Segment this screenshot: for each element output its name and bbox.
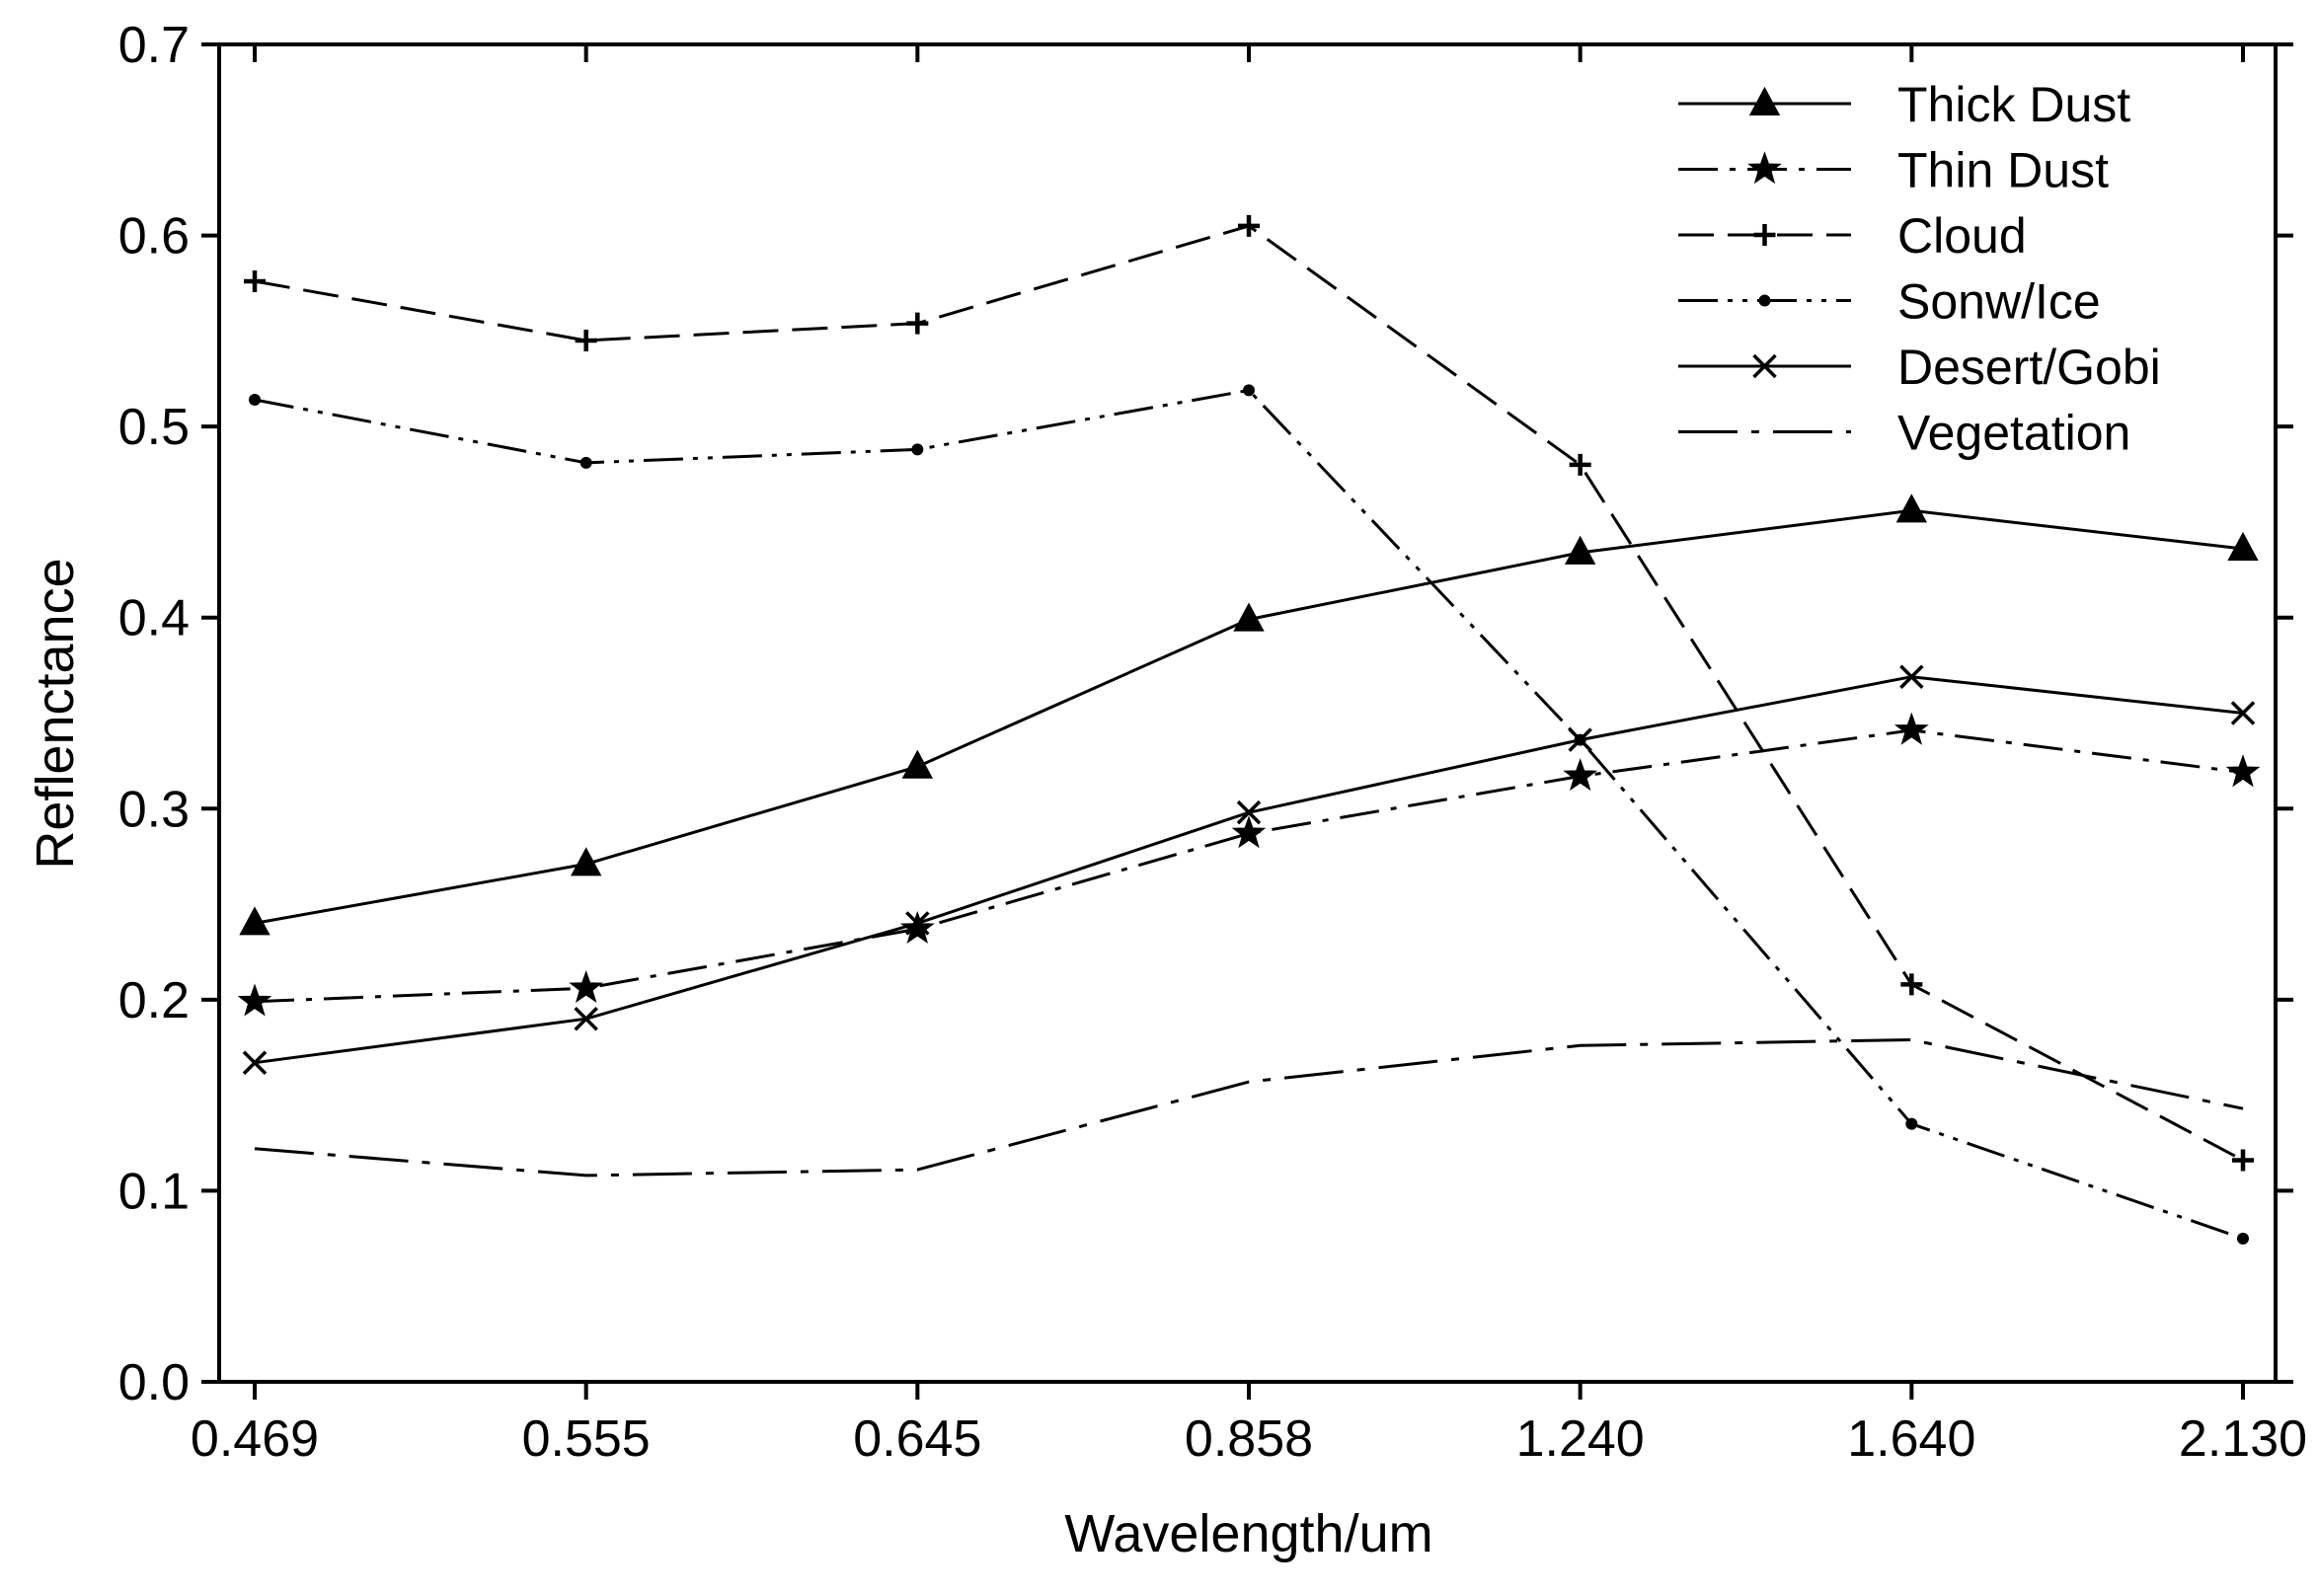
series-line-vegetation	[254, 1038, 2244, 1178]
data-point-thick-dust	[901, 749, 934, 779]
data-point-desert-gobi	[1236, 799, 1262, 825]
y-tick-label: 0.6	[118, 208, 190, 266]
data-point-thin-dust	[2225, 754, 2261, 788]
series-desert-gobi	[242, 664, 2256, 1075]
y-tick-label: 0.7	[118, 17, 190, 74]
series-thick-dust	[239, 494, 2259, 936]
legend-label: Desert/Gobi	[1897, 340, 2161, 395]
data-point-sonw-ice	[2237, 1232, 2249, 1245]
data-point-sonw-ice	[249, 394, 261, 407]
y-tick-label: 0.0	[118, 1354, 190, 1411]
y-tick-label: 0.4	[118, 590, 190, 647]
axes: 0.469 0.555 0.645 0.858 1.240 1.640 2.130 0.0 0.…	[118, 17, 2307, 1468]
series-lines	[237, 214, 2261, 1245]
legend-item-cloud: Cloud	[1678, 208, 2027, 264]
legend-marker	[1752, 353, 1777, 379]
data-point-desert-gobi	[242, 1050, 268, 1075]
data-point-cloud	[1238, 214, 1260, 237]
data-point-thick-dust	[239, 906, 270, 936]
series-thin-dust	[237, 712, 2261, 1017]
x-tick-label: 0.645	[853, 1410, 981, 1468]
data-point-thick-dust	[570, 847, 602, 876]
legend-marker	[1758, 294, 1771, 307]
x-axis-title: Wavelength/um	[1064, 1504, 1432, 1563]
x-tick-label: 1.240	[1516, 1410, 1645, 1468]
data-point-thin-dust	[237, 983, 272, 1017]
legend-marker	[1747, 151, 1782, 185]
series-cloud	[244, 214, 2254, 1172]
data-point-cloud	[2232, 1149, 2254, 1172]
y-tick-label: 0.1	[118, 1163, 190, 1220]
data-point-cloud	[906, 312, 929, 335]
legend: Thick Dust Thin Dust Cloud Sonw/Ice Desert/G…	[1678, 77, 2161, 461]
data-point-thick-dust	[1895, 494, 1928, 523]
legend-item-sonw-ice: Sonw/Ice	[1678, 274, 2101, 330]
series-vegetation	[254, 1038, 2244, 1178]
data-point-thin-dust	[569, 969, 604, 1004]
legend-item-thin-dust: Thin Dust	[1678, 143, 2109, 198]
series-line-thick-dust	[254, 508, 2244, 925]
data-point-desert-gobi	[2230, 701, 2256, 725]
series-line-thin-dust	[254, 728, 2244, 1004]
x-tick-label: 0.858	[1185, 1410, 1313, 1468]
data-point-desert-gobi	[574, 1006, 598, 1031]
legend-marker	[1753, 224, 1776, 246]
data-point-desert-gobi	[1568, 727, 1592, 752]
legend-item-thick-dust: Thick Dust	[1678, 77, 2130, 132]
x-tick-label: 1.640	[1847, 1410, 1975, 1468]
legend-label: Vegetation	[1897, 406, 2130, 461]
data-point-cloud	[244, 270, 266, 293]
y-axis-title: Reflenctance	[26, 558, 85, 869]
data-point-sonw-ice	[1905, 1117, 1918, 1130]
y-tick-label: 0.5	[118, 399, 190, 456]
data-point-desert-gobi	[1899, 664, 1924, 689]
data-point-thick-dust	[1564, 535, 1596, 565]
data-point-sonw-ice	[1243, 384, 1255, 397]
legend-label: Thick Dust	[1897, 77, 2130, 132]
legend-item-desert-gobi: Desert/Gobi	[1678, 340, 2161, 395]
legend-marker	[1748, 86, 1781, 115]
data-point-desert-gobi	[905, 911, 930, 936]
data-point-thin-dust	[1563, 758, 1598, 792]
legend-label: Thin Dust	[1897, 143, 2109, 198]
y-tick-label: 0.3	[118, 781, 190, 838]
data-point-thin-dust	[899, 910, 935, 945]
data-point-cloud	[1569, 453, 1591, 476]
data-point-thin-dust	[1231, 815, 1267, 849]
data-point-thin-dust	[1893, 712, 1929, 745]
data-point-thick-dust	[2227, 531, 2259, 562]
legend-label: Sonw/Ice	[1897, 274, 2101, 330]
data-point-sonw-ice	[911, 443, 924, 456]
data-point-sonw-ice	[580, 456, 592, 469]
y-tick-label: 0.2	[118, 972, 190, 1029]
legend-label: Cloud	[1897, 208, 2027, 264]
x-tick-label: 0.555	[522, 1410, 651, 1468]
data-point-cloud	[575, 330, 597, 352]
legend-item-vegetation: Vegetation	[1678, 406, 2130, 461]
x-tick-label: 0.469	[191, 1410, 319, 1468]
data-point-thick-dust	[1233, 602, 1265, 632]
data-point-cloud	[1900, 973, 1923, 996]
x-tick-label: 2.130	[2179, 1410, 2307, 1468]
